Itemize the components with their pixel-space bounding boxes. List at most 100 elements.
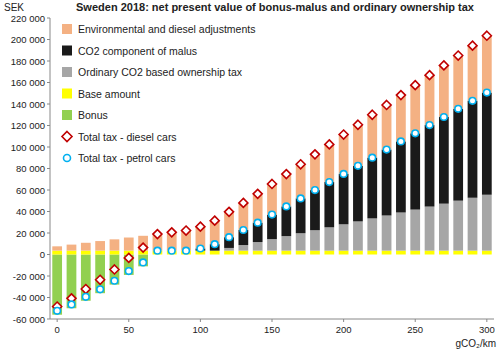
marker [182,226,191,235]
bar [296,233,306,250]
marker [68,301,75,308]
marker [240,227,247,234]
bar [453,251,463,255]
bar [353,251,363,255]
y-tick [47,82,50,83]
bar [453,201,463,251]
marker [168,247,175,254]
y-axis-label: SEK [4,2,24,13]
legend-swatch [62,67,72,77]
bar [253,251,263,255]
legend-label: CO2 component of malus [78,45,197,57]
marker [282,170,291,179]
bar [367,251,377,255]
bar [425,75,435,125]
bar [367,158,377,219]
x-tick-label: 50 [123,324,134,335]
y-tick [47,233,50,234]
legend-label: Environmental and diesel adjustments [78,23,255,35]
x-tick-label: 200 [336,324,352,335]
bar [468,101,478,198]
y-tick [47,254,50,255]
bar [425,207,435,251]
y-tick-label: 200 000 [11,34,45,45]
bar [353,125,363,166]
bar [52,251,62,255]
bar [396,251,406,255]
legend-swatch [62,46,72,56]
y-tick [47,18,50,19]
marker [124,253,133,262]
bar [339,224,349,250]
bar [453,109,463,201]
bar [296,251,306,255]
bar [468,198,478,251]
bar [95,251,105,255]
legend-label: Ordinary CO2 based ownership tax [78,66,243,78]
bar [281,236,291,251]
marker [369,154,376,161]
bar [324,144,334,182]
marker [254,219,261,226]
marker [83,294,90,301]
bar [410,85,420,133]
x-tick [415,319,416,322]
bar [410,133,420,209]
x-tick-label: 0 [55,324,60,335]
chart: Sweden 2018: net present value of bonus-… [0,0,500,351]
bar [210,251,220,255]
legend-swatch [62,132,72,142]
marker [197,245,204,252]
y-tick [47,147,50,148]
bar [339,135,349,174]
bar [238,245,248,251]
marker [268,179,277,188]
y-tick-label: -40 000 [13,292,45,303]
marker [339,130,348,139]
y-tick-label: 60 000 [16,185,45,196]
marker [283,203,290,210]
bar [267,239,277,251]
legend-label: Total tax - petrol cars [78,152,175,164]
legend-label: Bonus [78,109,108,121]
marker [425,71,434,80]
y-tick [47,211,50,212]
marker [154,247,161,254]
y-tick-label: 120 000 [11,120,45,131]
y-tick [47,276,50,277]
title: Sweden 2018: net present value of bonus-… [76,1,475,13]
x-tick-label: 100 [192,324,208,335]
bar [138,255,148,267]
bar [353,221,363,250]
bar [281,251,291,255]
bar [52,246,62,250]
marker [97,286,104,293]
bar [67,255,77,309]
bar [81,243,91,251]
x-tick-label: 150 [264,324,280,335]
marker [355,163,362,170]
marker [426,122,433,129]
y-tick-label: -20 000 [13,271,45,282]
marker [469,97,476,104]
marker [396,91,405,100]
bar [439,204,449,251]
bar [281,206,291,236]
marker [111,277,118,284]
legend-swatch [62,89,72,99]
bar [110,239,120,250]
y-tick-label: 180 000 [11,56,45,67]
legend-swatch [62,24,72,34]
bar [95,241,105,251]
marker [96,275,105,284]
marker [211,241,218,248]
x-tick [128,319,129,322]
bar [439,251,449,255]
y-tick [47,125,50,126]
legend: Environmental and diesel adjustments CO2 … [62,23,255,164]
y-tick [47,297,50,298]
marker [210,216,219,225]
marker [183,247,190,254]
marker [54,308,61,315]
marker [484,89,491,96]
